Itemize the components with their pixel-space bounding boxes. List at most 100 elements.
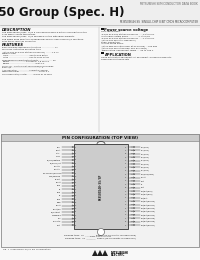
Text: 8 MHz or 8 MHz Station-Frequency ..... 4.0 to 5.5V: 8 MHz or 8 MHz Station-Frequency ..... 4… [101, 34, 154, 35]
Text: P4out1: P4out1 [54, 166, 61, 167]
Text: A/D converter .................. 4-input 8 channel: A/D converter .................. 4-input… [2, 69, 48, 71]
Text: Power source voltage: Power source voltage [104, 28, 149, 32]
Text: P5out: P5out [56, 182, 61, 183]
Text: P4(RxTx)out: P4(RxTx)out [49, 162, 61, 164]
Text: Power dissipation:: Power dissipation: [101, 42, 120, 43]
Text: The 3850 group (Spec. H) is a high-performance 8-bit microcomputer in the: The 3850 group (Spec. H) is a high-perfo… [2, 31, 87, 33]
Text: 3: 3 [75, 153, 76, 154]
Text: P9/Output: P9/Output [51, 211, 61, 213]
Text: M38509E4H-SS/SP: M38509E4H-SS/SP [99, 173, 103, 200]
Text: P17(Bus): P17(Bus) [141, 170, 150, 172]
Text: 15: 15 [75, 192, 77, 193]
Text: Reset: Reset [56, 150, 61, 151]
Text: (at 16-MHz oscillation freq, at 5V source) ... 200 mW: (at 16-MHz oscillation freq, at 5V sourc… [101, 46, 157, 47]
Text: Oscillate: Oscillate [53, 221, 61, 222]
Text: Port/Ext(Bus14): Port/Ext(Bus14) [141, 214, 156, 216]
Text: APPLICATION: APPLICATION [104, 53, 131, 57]
Text: Flash memory version: Flash memory version [90, 236, 112, 237]
Text: MITSUBISHI: MITSUBISHI [111, 250, 129, 255]
Text: 12: 12 [75, 182, 77, 183]
Text: DESCRIPTION: DESCRIPTION [2, 28, 32, 32]
Text: 24: 24 [75, 221, 77, 222]
Text: Port/Ext(Bus16): Port/Ext(Bus16) [141, 221, 156, 223]
Text: 20: 20 [75, 208, 77, 209]
Text: Minimum instruction execution time: Minimum instruction execution time [2, 49, 41, 50]
Text: P18(Bus/Recv): P18(Bus/Recv) [141, 173, 155, 175]
Text: RAM ................................ 512 to 1024 bytes: RAM ................................ 512… [2, 57, 49, 58]
Text: P5-out: P5-out [55, 179, 61, 180]
Text: 41: 41 [125, 197, 127, 198]
Text: 27: 27 [125, 150, 127, 151]
Text: GND: GND [57, 202, 61, 203]
Text: P11(Bus): P11(Bus) [141, 150, 150, 151]
Text: 29: 29 [125, 157, 127, 158]
Bar [101, 52, 104, 54]
Text: Key: Key [58, 218, 61, 219]
Polygon shape [97, 250, 103, 256]
Text: 28: 28 [125, 153, 127, 154]
Text: 44: 44 [125, 207, 127, 209]
Text: M38509E4H-SS  SINGLE-CHIP 8-BIT CMOS MICROCOMPUTER: M38509E4H-SS SINGLE-CHIP 8-BIT CMOS MICR… [120, 20, 198, 24]
Text: 25: 25 [75, 224, 77, 225]
Text: 2: 2 [75, 150, 76, 151]
Text: 49: 49 [125, 224, 127, 225]
Text: P8out/Rx: P8out/Rx [52, 208, 61, 210]
Text: P1out: P1out [141, 177, 146, 178]
Polygon shape [102, 250, 108, 256]
Text: 7: 7 [75, 166, 76, 167]
Text: XTAL: XTAL [56, 153, 61, 154]
Text: 8 MHz or 8 MHz Station-Frequency ..... 2.7 to 5.5V: 8 MHz or 8 MHz Station-Frequency ..... 2… [101, 37, 154, 39]
Text: 37: 37 [125, 184, 127, 185]
Text: High speed mode:: High speed mode: [101, 31, 120, 32]
Text: P15(Bus): P15(Bus) [141, 163, 150, 165]
Text: RAM timer, and A/D converter.: RAM timer, and A/D converter. [2, 40, 36, 42]
Circle shape [98, 229, 104, 236]
Text: P5in: P5in [57, 185, 61, 186]
Text: 6: 6 [75, 163, 76, 164]
Text: P5: P5 [59, 189, 61, 190]
Text: 48: 48 [125, 221, 127, 222]
Text: 45: 45 [125, 211, 127, 212]
Text: ROM ................................ 64K to 32K bytes: ROM ................................ 64K… [2, 55, 48, 56]
Text: 36: 36 [125, 180, 127, 181]
Text: Office automation equipment, FA equipment, Household products,: Office automation equipment, FA equipmen… [101, 56, 172, 58]
Text: 9: 9 [75, 172, 76, 173]
Text: 17: 17 [75, 198, 77, 199]
Text: (at 16 MHz or 8 MHz Station-Frequency) ......... 1.5 us: (at 16 MHz or 8 MHz Station-Frequency) .… [2, 51, 58, 53]
Text: Port/Ext(Bus): Port/Ext(Bus) [141, 194, 153, 195]
Polygon shape [92, 250, 98, 256]
Text: P13(Bus): P13(Bus) [141, 157, 150, 158]
Text: Port/Ext(Bus13): Port/Ext(Bus13) [141, 211, 156, 212]
Text: 40: 40 [125, 194, 127, 195]
Text: 8: 8 [75, 169, 76, 170]
Text: Watchdog timer .............................. 16-bit x 1: Watchdog timer .........................… [2, 71, 49, 72]
Text: Package type:  FP  ________  64P6S (64-pin plastic molded SSOP): Package type: FP ________ 64P6S (64-pin … [64, 234, 136, 236]
Text: Mux/Receive: Mux/Receive [49, 176, 61, 177]
Text: Port: Port [141, 180, 145, 181]
Text: 13: 13 [75, 185, 77, 186]
Text: Port: Port [141, 187, 145, 188]
Text: Basic machine language instructions .................... 71: Basic machine language instructions ....… [2, 47, 58, 48]
Text: 43: 43 [125, 204, 127, 205]
Text: and offers wide selection of peripheral and includes several I/O functions,: and offers wide selection of peripheral … [2, 38, 84, 40]
Bar [0, 0, 200, 25]
Text: Port/Ext(Bus10): Port/Ext(Bus10) [141, 200, 156, 202]
Text: Port/Ext(Bus15): Port/Ext(Bus15) [141, 217, 156, 219]
Text: PIN CONFIGURATION (TOP VIEW): PIN CONFIGURATION (TOP VIEW) [62, 135, 138, 140]
Text: 23: 23 [75, 218, 77, 219]
Text: 46: 46 [125, 214, 127, 215]
Text: Programmable input/output ports ...................... 26: Programmable input/output ports ........… [2, 59, 56, 61]
Text: in standby system mode ............... 2.7 to 5.5V: in standby system mode ............... 2… [101, 36, 150, 37]
Text: 47: 47 [125, 218, 127, 219]
Text: in High speed mode:: in High speed mode: [101, 43, 124, 44]
Text: (at 16 MHz oscillator frequency): (at 16 MHz oscillator frequency) [101, 40, 136, 41]
Text: Port/Ext(Bus17): Port/Ext(Bus17) [141, 224, 156, 226]
Text: P5in: P5in [57, 192, 61, 193]
Text: 34: 34 [125, 174, 127, 175]
Text: 19: 19 [75, 205, 77, 206]
Text: 42: 42 [125, 201, 127, 202]
Text: P4(CN)Capture: P4(CN)Capture [47, 159, 61, 161]
Text: Fig. 1  M38509E4H-SS/SP pin configuration: Fig. 1 M38509E4H-SS/SP pin configuration [3, 248, 50, 250]
Text: 38: 38 [125, 187, 127, 188]
Text: 21: 21 [75, 211, 77, 212]
